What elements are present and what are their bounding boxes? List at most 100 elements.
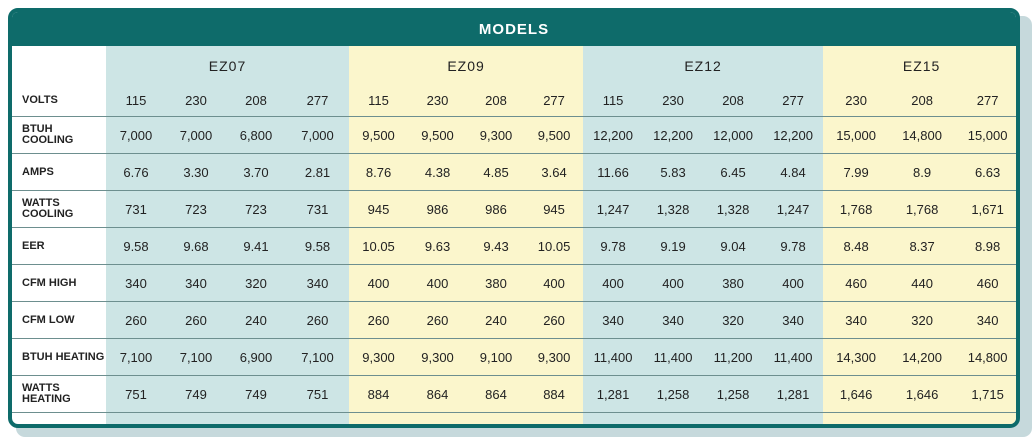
table-cell: 6,800 <box>226 116 286 154</box>
table-cell: 2.53 <box>955 412 1016 424</box>
table-title: MODELS <box>12 12 1016 46</box>
table-cell: 400 <box>763 264 824 302</box>
table-cell: 2.70 <box>226 412 286 424</box>
table-cell: 440 <box>889 264 956 302</box>
table-cell: 9,300 <box>467 116 526 154</box>
table-cell: 12,200 <box>763 116 824 154</box>
table-cell: 10.05 <box>349 227 409 265</box>
table-cell: 6.76 <box>106 153 166 191</box>
table-cell: 240 <box>226 301 286 339</box>
table-row: WATTS COOLING 731 723 723 731 945 986 986 945 1,2… <box>12 190 1016 228</box>
table-cell: 400 <box>583 264 644 302</box>
table-cell: 380 <box>467 264 526 302</box>
table-cell: 9,300 <box>349 338 409 376</box>
table-row: WATTS HEATING 751 749 749 751 884 864 864 884 1,2… <box>12 375 1016 413</box>
model-name-ez15: EZ15 <box>902 57 941 74</box>
table-cell: 6,900 <box>226 338 286 376</box>
table-cell: 3.09 <box>525 412 584 424</box>
table-cell: 731 <box>106 190 166 228</box>
table-cell: 945 <box>349 190 409 228</box>
table-cell: 15,000 <box>955 116 1016 154</box>
table-cell: 8.48 <box>823 227 890 265</box>
table-cell: 1,247 <box>583 190 644 228</box>
table-cell: 1,258 <box>703 375 764 413</box>
table-cell: 2.61 <box>583 412 644 424</box>
table-cell: 2.66 <box>643 412 704 424</box>
table-cell: 11.66 <box>583 153 644 191</box>
table-cell: 9.78 <box>763 227 824 265</box>
table-row: CFM LOW 260 260 240 260 260 260 240 260 340 340 320… <box>12 301 1016 339</box>
table-cell: 9.58 <box>106 227 166 265</box>
row-label: C.O.P. <box>12 412 106 424</box>
model-name-ez12: EZ12 <box>684 57 722 74</box>
table-cell: 986 <box>408 190 468 228</box>
table-cell: 1,671 <box>955 190 1016 228</box>
table-cell: 9,500 <box>349 116 409 154</box>
table-cell: 2.77 <box>286 412 350 424</box>
table-cell: 4.85 <box>467 153 526 191</box>
volts-cell: 277 <box>955 85 1016 117</box>
table-cell: 11,400 <box>763 338 824 376</box>
table-cell: 723 <box>166 190 226 228</box>
table-cell: 260 <box>349 301 409 339</box>
table-cell: 1,258 <box>643 375 704 413</box>
table-cell: 1,646 <box>823 375 890 413</box>
table-cell: 260 <box>525 301 584 339</box>
volts-cell: 208 <box>467 85 526 117</box>
table-cell: 884 <box>525 375 584 413</box>
row-label: WATTS COOLING <box>12 190 106 228</box>
table-cell: 1,715 <box>955 375 1016 413</box>
volts-cell: 115 <box>349 85 409 117</box>
table-cell: 400 <box>525 264 584 302</box>
table-cell: 723 <box>226 190 286 228</box>
table-cell: 400 <box>643 264 704 302</box>
model-name-ez07: EZ07 <box>208 57 247 74</box>
table-cell: 749 <box>226 375 286 413</box>
table-cell: 9.78 <box>583 227 644 265</box>
volts-cell: 230 <box>166 85 226 117</box>
table-cell: 340 <box>286 264 350 302</box>
table-cell: 260 <box>166 301 226 339</box>
table-cell: 2.53 <box>889 412 956 424</box>
table-cell: 240 <box>467 301 526 339</box>
model-name-ez09: EZ09 <box>447 57 485 74</box>
table-cell: 11,400 <box>583 338 644 376</box>
volts-cell: 277 <box>286 85 350 117</box>
table-cell: 1,328 <box>643 190 704 228</box>
table-cell: 7,000 <box>166 116 226 154</box>
table-cell: 2.81 <box>286 153 350 191</box>
table-cell: 340 <box>583 301 644 339</box>
volts-cell: 277 <box>763 85 824 117</box>
table-cell: 340 <box>763 301 824 339</box>
table-cell: 14,200 <box>889 338 956 376</box>
table-cell: 12,200 <box>643 116 704 154</box>
table-cell: 751 <box>106 375 166 413</box>
table-cell: 14,300 <box>823 338 890 376</box>
table-cell: 9.68 <box>166 227 226 265</box>
specs-table-frame: MODELS EZ07 EZ09 EZ12 EZ15 VOLTS 115 230 2… <box>8 8 1020 428</box>
table-cell: 460 <box>955 264 1016 302</box>
table-cell: 340 <box>166 264 226 302</box>
table-cell: 320 <box>226 264 286 302</box>
table-cell: 2.77 <box>106 412 166 424</box>
table-cell: 320 <box>703 301 764 339</box>
table-cell: 1,281 <box>583 375 644 413</box>
volts-cell: 230 <box>408 85 468 117</box>
table-cell: 9.63 <box>408 227 468 265</box>
table-cell: 5.83 <box>643 153 704 191</box>
table-cell: 11,200 <box>703 338 764 376</box>
table-cell: 1,646 <box>889 375 956 413</box>
table-cell: 7,100 <box>106 338 166 376</box>
table-cell: 9.41 <box>226 227 286 265</box>
table-cell: 260 <box>286 301 350 339</box>
table-cell: 9,500 <box>525 116 584 154</box>
table-cell: 2.61 <box>763 412 824 424</box>
table-cell: 731 <box>286 190 350 228</box>
table-cell: 1,328 <box>703 190 764 228</box>
table-cell: 7.99 <box>823 153 890 191</box>
table-cell: 986 <box>467 190 526 228</box>
models-header-row: EZ07 EZ09 EZ12 EZ15 <box>12 46 1016 85</box>
table-row: C.O.P.2.772.782.702.773.093.163.093.092.… <box>12 412 1016 424</box>
row-label: BTUH COOLING <box>12 116 106 154</box>
table-cell: 340 <box>643 301 704 339</box>
